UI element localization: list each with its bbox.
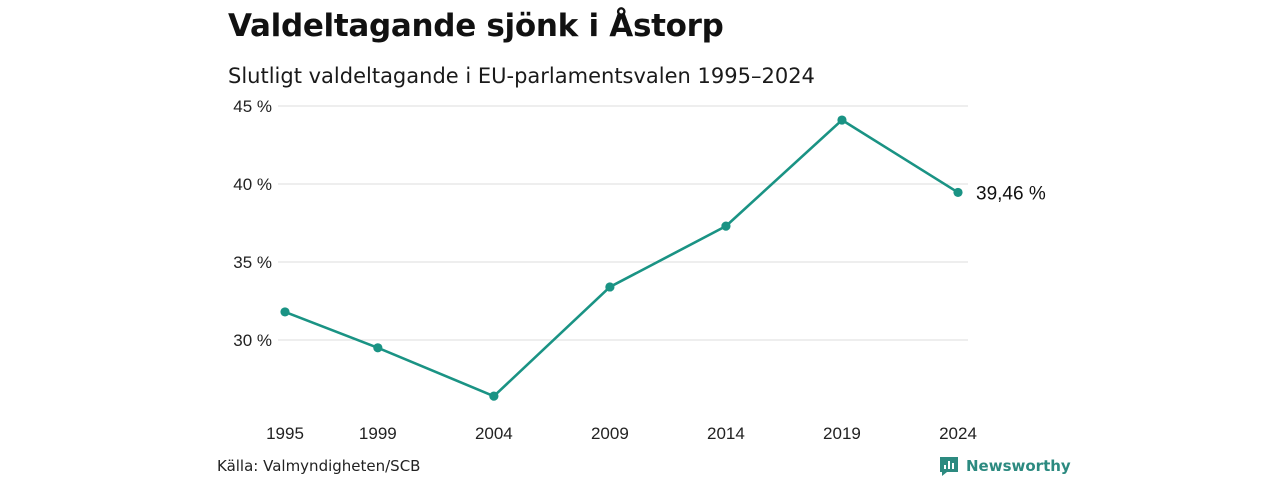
x-tick-label: 2014 bbox=[707, 424, 745, 443]
brand-logo: Newsworthy bbox=[938, 454, 1071, 478]
data-point bbox=[280, 307, 290, 317]
newsworthy-logo-icon bbox=[940, 457, 958, 476]
x-tick-label: 2019 bbox=[823, 424, 861, 443]
data-point bbox=[605, 282, 615, 292]
chart-subtitle: Slutligt valdeltagande i EU-parlamentsva… bbox=[228, 64, 815, 88]
chart-title: Valdeltagande sjönk i Åstorp bbox=[228, 8, 724, 44]
x-tick-label: 2009 bbox=[591, 424, 629, 443]
series-group: 39,46 % bbox=[280, 115, 1046, 401]
x-tick-label: 1999 bbox=[359, 424, 397, 443]
data-point bbox=[837, 115, 847, 125]
x-tick-label: 2004 bbox=[475, 424, 513, 443]
series-line bbox=[284, 118, 959, 398]
data-point bbox=[721, 221, 731, 231]
source-note: Källa: Valmyndigheten/SCB bbox=[217, 457, 421, 475]
x-axis-ticks: 1995 1999 2004 2009 2014 2019 2024 bbox=[266, 424, 977, 443]
end-value-label: 39,46 % bbox=[976, 183, 1046, 204]
data-point bbox=[953, 187, 963, 198]
brand-name: Newsworthy bbox=[966, 457, 1071, 475]
y-tick-label: 35 % bbox=[233, 253, 272, 272]
y-tick-label: 30 % bbox=[233, 331, 272, 350]
y-tick-label: 40 % bbox=[233, 175, 272, 194]
x-tick-label: 2024 bbox=[939, 424, 977, 443]
data-point bbox=[373, 343, 383, 353]
gridlines bbox=[278, 105, 968, 341]
data-point bbox=[489, 391, 499, 401]
y-tick-label: 45 % bbox=[233, 97, 272, 116]
y-axis-ticks: 30 % 35 % 40 % 45 % bbox=[233, 97, 272, 350]
x-tick-label: 1995 bbox=[266, 424, 304, 443]
